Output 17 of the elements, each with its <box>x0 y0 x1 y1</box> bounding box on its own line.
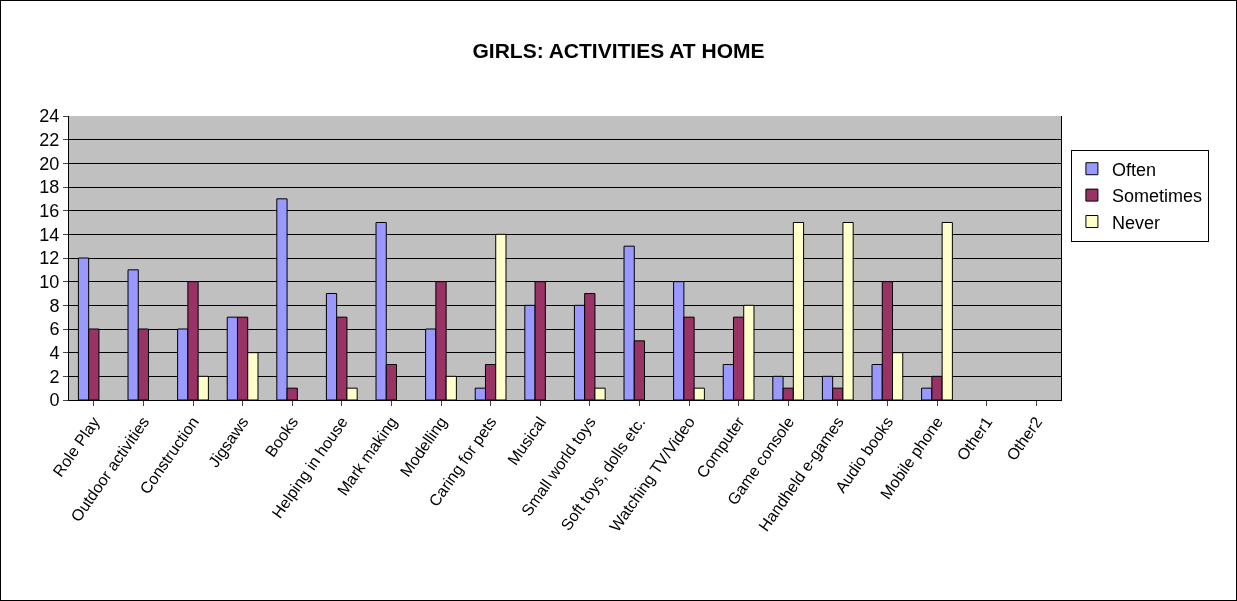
y-tick-label: 16 <box>39 200 60 221</box>
y-tick-label: 20 <box>39 153 60 174</box>
y-tick-label: 2 <box>49 366 60 387</box>
legend-label: Sometimes <box>1111 186 1202 207</box>
legend-label: Never <box>1111 212 1160 233</box>
chart-title: GIRLS: ACTIVITIES AT HOME <box>472 38 765 62</box>
y-tick-label: 4 <box>49 342 60 363</box>
y-tick-label: 12 <box>39 248 60 269</box>
y-tick-label: 0 <box>49 390 60 411</box>
y-tick-label: 14 <box>39 224 60 245</box>
y-tick-label: 6 <box>49 319 60 340</box>
y-tick-label: 22 <box>39 129 60 150</box>
y-tick-label: 24 <box>39 106 60 127</box>
y-tick-label: 10 <box>39 271 60 292</box>
y-tick-label: 18 <box>39 177 60 198</box>
legend-label: Often <box>1111 159 1156 180</box>
y-tick-label: 8 <box>49 295 60 316</box>
